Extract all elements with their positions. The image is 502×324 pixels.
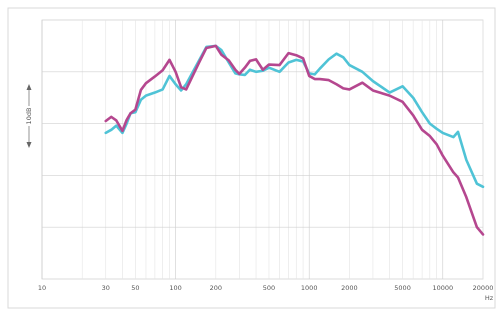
x-tick-label: 1000 [301, 284, 318, 292]
x-tick-label: 10 [38, 284, 46, 292]
series-layer [104, 44, 485, 236]
x-axis-unit-label: Hz [485, 294, 494, 302]
x-tick-label: 200 [210, 284, 222, 292]
x-tick-label: 30 [102, 284, 110, 292]
x-tick-label: 5000 [394, 284, 411, 292]
series-line-1 [104, 44, 485, 189]
x-tick-label: 20000 [473, 284, 494, 292]
x-axis: 10 30 50 100 200 500 1000 2000 5000 10000 20000 [38, 284, 493, 292]
y-axis-label: 10dB [25, 108, 33, 125]
x-tick-label: 500 [263, 284, 275, 292]
x-tick-label: 2000 [341, 284, 358, 292]
arrow-up-icon [26, 84, 32, 90]
series-line-2 [104, 44, 485, 236]
plot-area [41, 19, 484, 280]
grid [41, 20, 484, 279]
y-axis-scale-indicator: 10dB [25, 84, 33, 148]
x-tick-label: 100 [169, 284, 181, 292]
arrow-down-icon [26, 142, 32, 148]
chart-frame [7, 7, 496, 309]
x-tick-label: 10000 [432, 284, 453, 292]
x-tick-label: 50 [131, 284, 139, 292]
